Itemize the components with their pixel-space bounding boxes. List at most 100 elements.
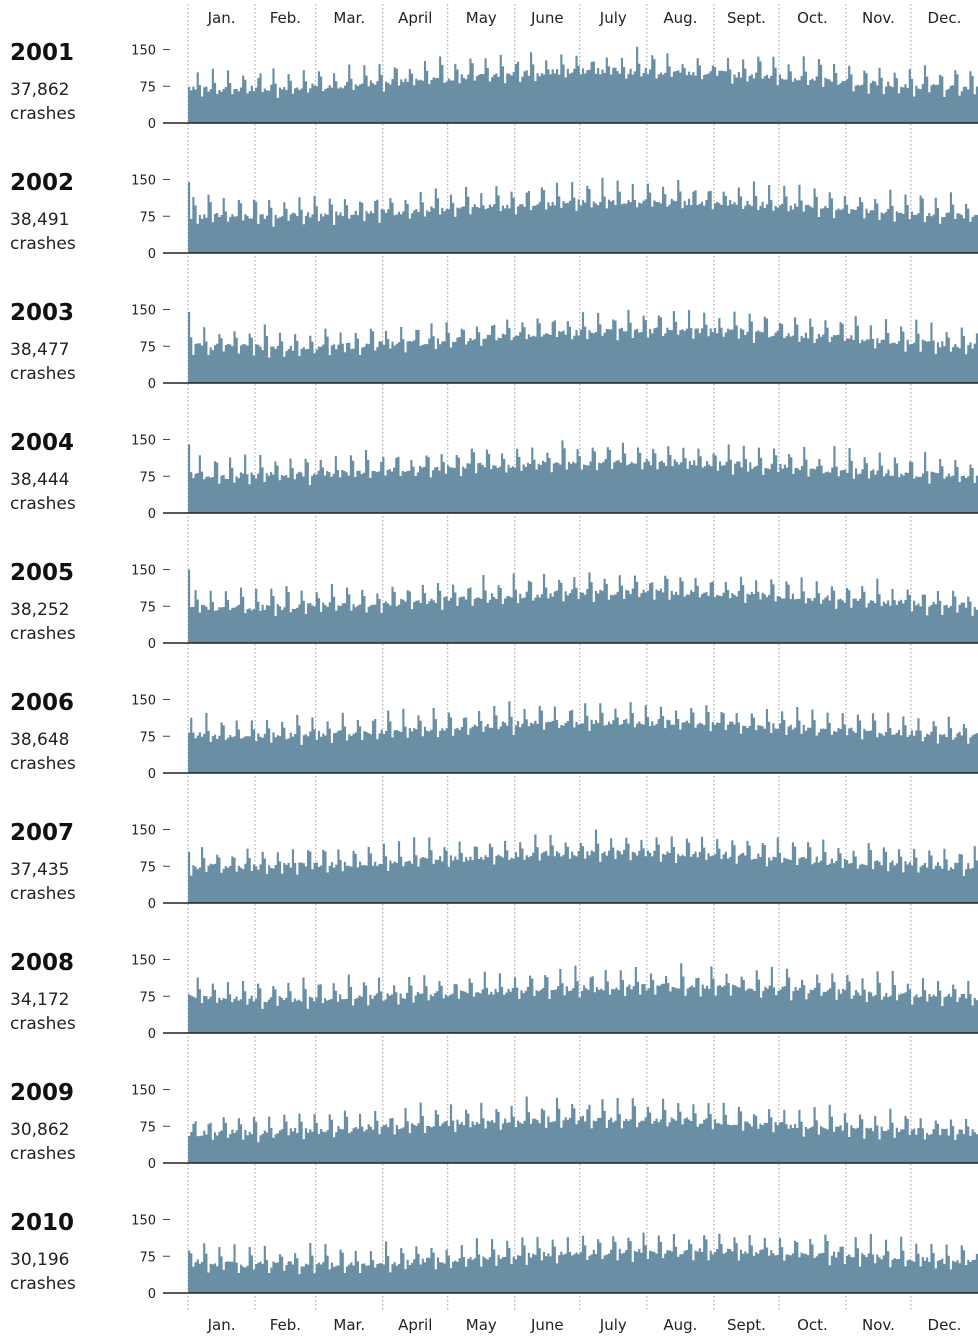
month-label-bottom: Feb. <box>270 1316 301 1334</box>
panel-total: 38,477 <box>10 340 69 360</box>
panel-year: 2005 <box>10 560 74 586</box>
y-tick-label: 75 <box>139 1120 156 1135</box>
y-tick-label: 75 <box>139 470 156 485</box>
panel-unit: crashes <box>10 364 76 384</box>
month-label-top: Aug. <box>663 9 697 27</box>
month-label-top: April <box>398 9 432 27</box>
year-panel-2004: 2004 38,444 crashes 150 75 0 <box>10 430 978 522</box>
daily-crash-bars <box>188 46 978 123</box>
y-tick-label: 150 <box>131 694 156 709</box>
panel-year: 2003 <box>10 300 74 326</box>
daily-crash-bars <box>188 1232 978 1293</box>
y-tick-label: 150 <box>131 954 156 969</box>
month-label-top: Sept. <box>727 9 766 27</box>
y-tick-label: 0 <box>148 377 156 392</box>
panel-total: 30,196 <box>10 1250 69 1270</box>
panel-total: 38,252 <box>10 600 69 620</box>
year-panel-2006: 2006 38,648 crashes 150 75 0 <box>10 690 978 782</box>
top-month-labels: Jan. Feb. Mar. April May June July Aug. Sept. Oct… <box>207 9 962 27</box>
y-tick-label: 150 <box>131 564 156 579</box>
month-label-bottom: Dec. <box>928 1316 962 1334</box>
year-panels: 2001 37,862 crashes 150 75 0 2002 38,491 crashes… <box>10 40 978 1302</box>
panel-total: 37,435 <box>10 860 69 880</box>
y-tick-label: 150 <box>131 174 156 189</box>
month-label-bottom: Oct. <box>797 1316 828 1334</box>
y-tick-label: 0 <box>148 897 156 912</box>
panel-unit: crashes <box>10 234 76 254</box>
month-label-bottom: June <box>530 1316 564 1334</box>
y-tick-label: 75 <box>139 340 156 355</box>
bottom-month-labels: Jan. Feb. Mar. April May June July Aug. Sept. Oct… <box>207 1316 962 1334</box>
y-tick-label: 0 <box>148 637 156 652</box>
month-label-top: Oct. <box>797 9 828 27</box>
month-label-bottom: Jan. <box>207 1316 236 1334</box>
panel-year: 2007 <box>10 820 74 846</box>
y-tick-label: 0 <box>148 1287 156 1302</box>
panel-unit: crashes <box>10 104 76 124</box>
daily-crash-bars <box>188 963 978 1033</box>
month-label-bottom: April <box>398 1316 432 1334</box>
daily-crash-bars <box>188 309 978 383</box>
month-label-top: Dec. <box>928 9 962 27</box>
year-panel-2002: 2002 38,491 crashes 150 75 0 <box>10 170 978 262</box>
y-tick-label: 75 <box>139 860 156 875</box>
daily-crash-bars <box>188 1096 978 1163</box>
panel-unit: crashes <box>10 624 76 644</box>
year-panel-2009: 2009 30,862 crashes 150 75 0 <box>10 1080 978 1172</box>
month-label-top: Jan. <box>207 9 236 27</box>
panel-unit: crashes <box>10 884 76 904</box>
year-panel-2008: 2008 34,172 crashes 150 75 0 <box>10 950 978 1042</box>
month-label-top: Mar. <box>333 9 365 27</box>
month-label-top: May <box>466 9 497 27</box>
panel-year: 2010 <box>10 1210 74 1236</box>
y-tick-label: 0 <box>148 507 156 522</box>
daily-crash-bars <box>188 440 978 513</box>
panel-total: 30,862 <box>10 1120 69 1140</box>
y-tick-label: 75 <box>139 1250 156 1265</box>
month-label-bottom: July <box>599 1316 627 1334</box>
daily-crash-bars <box>188 701 978 773</box>
year-panel-2010: 2010 30,196 crashes 150 75 0 <box>10 1210 978 1302</box>
daily-crash-bars <box>188 829 978 903</box>
panel-year: 2004 <box>10 430 74 456</box>
panel-year: 2001 <box>10 40 74 66</box>
month-grid <box>187 4 912 1312</box>
y-tick-label: 75 <box>139 210 156 225</box>
y-tick-label: 150 <box>131 1214 156 1229</box>
panel-unit: crashes <box>10 1014 76 1034</box>
y-tick-label: 0 <box>148 247 156 262</box>
month-label-bottom: Sept. <box>727 1316 766 1334</box>
panel-unit: crashes <box>10 754 76 774</box>
month-label-top: July <box>599 9 627 27</box>
y-tick-label: 150 <box>131 304 156 319</box>
year-panel-2003: 2003 38,477 crashes 150 75 0 <box>10 300 978 392</box>
panel-unit: crashes <box>10 1144 76 1164</box>
panel-unit: crashes <box>10 494 76 514</box>
y-tick-label: 75 <box>139 600 156 615</box>
month-label-top: Feb. <box>270 9 301 27</box>
y-tick-label: 0 <box>148 1027 156 1042</box>
panel-unit: crashes <box>10 1274 76 1294</box>
daily-crash-bars <box>188 177 978 253</box>
panel-year: 2006 <box>10 690 74 716</box>
y-tick-label: 75 <box>139 80 156 95</box>
panel-total: 37,862 <box>10 80 69 100</box>
y-tick-label: 150 <box>131 824 156 839</box>
y-tick-label: 0 <box>148 117 156 132</box>
month-label-bottom: Aug. <box>663 1316 697 1334</box>
y-tick-label: 0 <box>148 767 156 782</box>
y-tick-label: 75 <box>139 990 156 1005</box>
year-panel-2001: 2001 37,862 crashes 150 75 0 <box>10 40 978 132</box>
panel-total: 38,648 <box>10 730 69 750</box>
panel-total: 34,172 <box>10 990 69 1010</box>
month-label-bottom: Mar. <box>333 1316 365 1334</box>
y-tick-label: 0 <box>148 1157 156 1172</box>
year-panel-2007: 2007 37,435 crashes 150 75 0 <box>10 820 978 912</box>
month-label-top: June <box>530 9 564 27</box>
daily-crash-bars <box>188 569 978 643</box>
y-tick-label: 75 <box>139 730 156 745</box>
y-tick-label: 150 <box>131 434 156 449</box>
panel-year: 2009 <box>10 1080 74 1106</box>
panel-year: 2008 <box>10 950 74 976</box>
panel-total: 38,444 <box>10 470 69 490</box>
